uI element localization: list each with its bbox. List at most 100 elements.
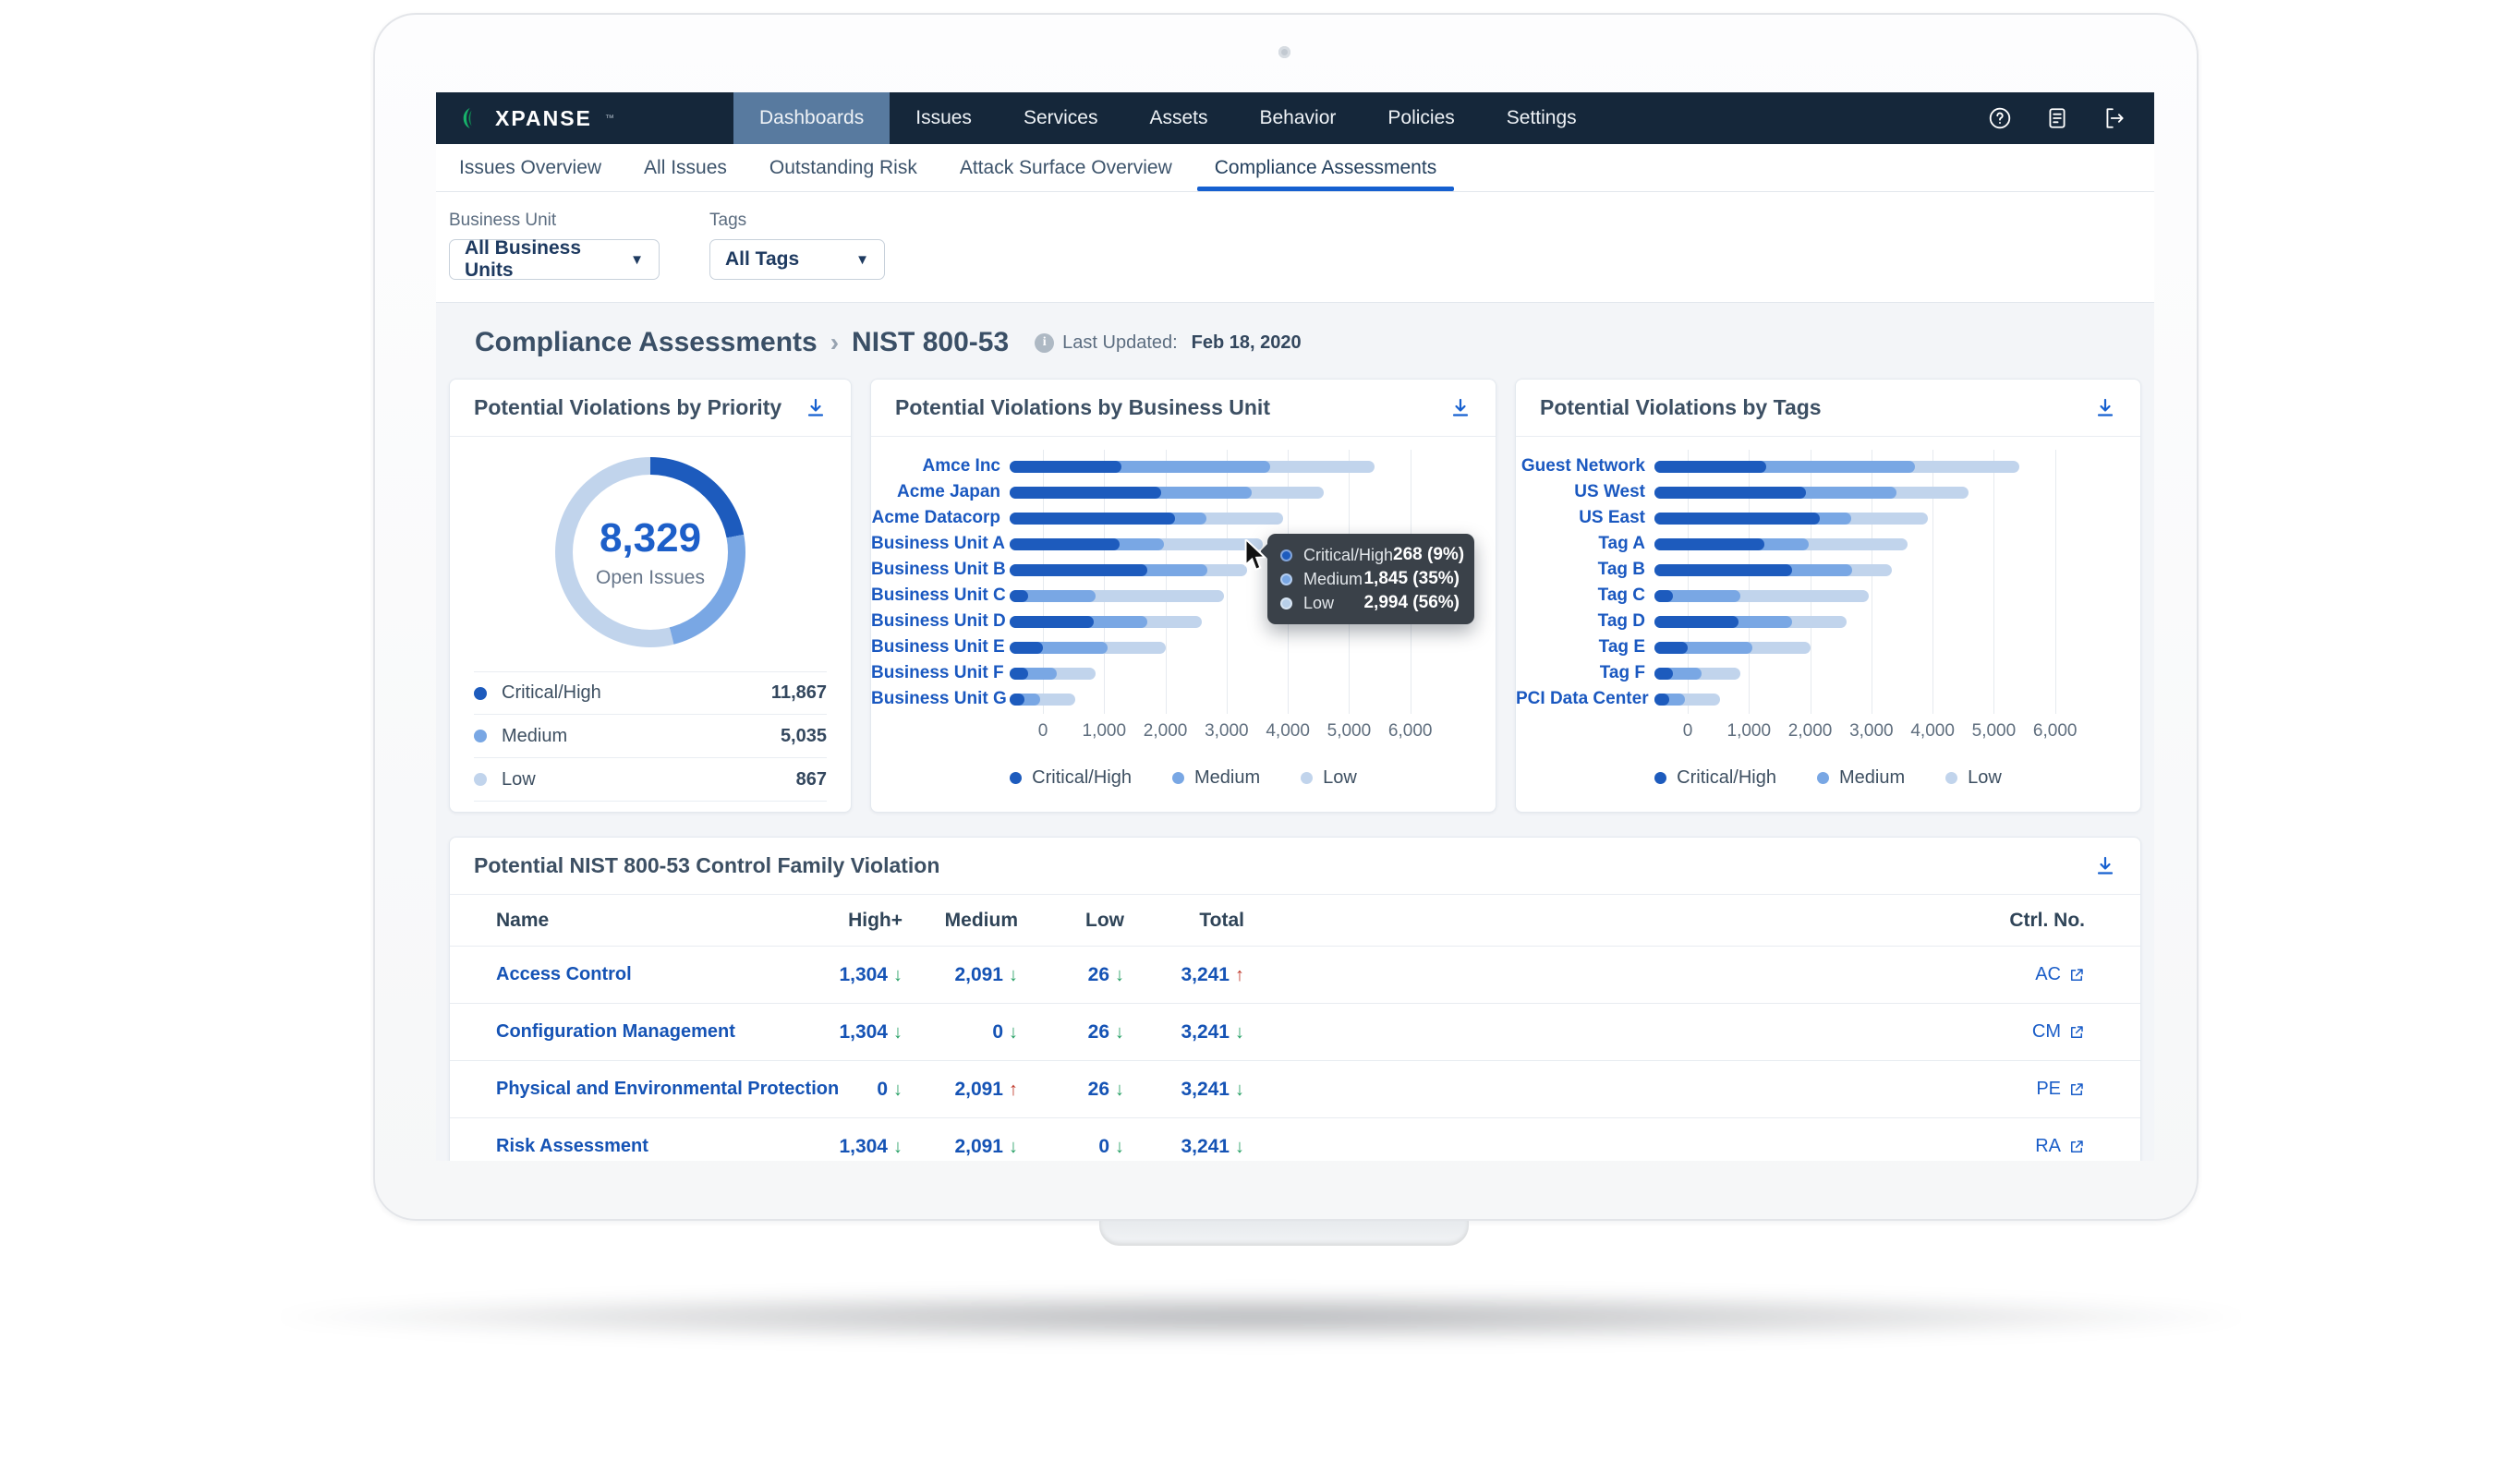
bar-track[interactable] — [1654, 486, 2116, 499]
bar-track[interactable] — [1654, 589, 2116, 602]
bar-track[interactable] — [1654, 512, 2116, 525]
medium-value: 0 ↓ — [903, 1021, 1018, 1044]
trend-down-icon: ↓ — [1115, 1021, 1124, 1043]
low-number: 26 — [1087, 1020, 1109, 1043]
chevron-down-icon: ▼ — [630, 251, 644, 268]
bar-track[interactable] — [1654, 460, 2116, 473]
x-axis-tick: 1,000 — [1082, 721, 1127, 741]
download-icon[interactable] — [2094, 855, 2116, 877]
release-notes-icon[interactable] — [2045, 106, 2069, 130]
download-icon[interactable] — [1449, 397, 1472, 419]
download-icon[interactable] — [2094, 397, 2116, 419]
bar-segment-critical[interactable] — [1010, 667, 1028, 680]
x-axis-tick: 0 — [1682, 721, 1693, 741]
bar-track[interactable] — [1010, 563, 1472, 576]
bar-track[interactable] — [1010, 589, 1472, 602]
bar-segment-critical[interactable] — [1010, 589, 1028, 602]
ctrl-no-link[interactable]: RA — [2035, 1136, 2085, 1157]
tab-outstanding-risk[interactable]: Outstanding Risk — [769, 156, 917, 178]
download-icon[interactable] — [805, 397, 827, 419]
bar-segment-critical[interactable] — [1654, 537, 1765, 550]
bar-segment-critical[interactable] — [1010, 512, 1175, 525]
bar-track[interactable] — [1654, 537, 2116, 550]
bar-track[interactable] — [1654, 641, 2116, 654]
bar-track[interactable] — [1654, 615, 2116, 628]
chart-legend-item: Medium — [1171, 767, 1260, 789]
control-family-link[interactable]: Risk Assessment — [496, 1136, 648, 1156]
business-unit-dropdown[interactable]: All Business Units ▼ — [449, 237, 660, 281]
tab-issues-overview[interactable]: Issues Overview — [459, 156, 602, 178]
bar-track[interactable] — [1010, 537, 1472, 550]
bar-segment-critical[interactable] — [1654, 486, 1807, 499]
bar-segment-critical[interactable] — [1010, 537, 1121, 550]
xpanse-logo[interactable]: XPANSE ™ — [436, 92, 733, 144]
nav-item-settings[interactable]: Settings — [1506, 107, 1577, 128]
tooltip-label: Medium — [1303, 569, 1363, 588]
external-link-icon — [2071, 1025, 2083, 1038]
table-body: Access Control 1,304 ↓ 2,091 ↓ 26 ↓ 3,241 ↑ AC Co… — [450, 947, 2140, 1161]
bar-segment-critical[interactable] — [1010, 460, 1122, 473]
nav-item-assets[interactable]: Assets — [1149, 107, 1208, 128]
tab-compliance-assessments[interactable]: Compliance Assessments — [1193, 144, 1458, 191]
bar-track[interactable] — [1010, 693, 1472, 706]
bar-category-label: Tag F — [1599, 663, 1645, 682]
bar-segment-critical[interactable] — [1010, 486, 1162, 499]
business-unit-value: All Business Units — [465, 237, 582, 281]
bar-segment-critical[interactable] — [1654, 693, 1670, 706]
help-icon[interactable] — [1988, 106, 2012, 130]
bar-row: Business Unit G — [871, 686, 1496, 712]
control-family-link[interactable]: Physical and Environmental Protection — [496, 1079, 840, 1099]
bar-segment-critical[interactable] — [1010, 615, 1095, 628]
nav-item-services[interactable]: Services — [1023, 107, 1098, 128]
bar-segment-critical[interactable] — [1654, 615, 1739, 628]
table-row: Access Control 1,304 ↓ 2,091 ↓ 26 ↓ 3,241 ↑ AC — [450, 947, 2140, 1004]
x-axis-tick: 5,000 — [1971, 721, 2017, 741]
bar-segment-critical[interactable] — [1010, 641, 1044, 654]
bar-track[interactable] — [1654, 667, 2116, 680]
gridline — [1932, 450, 1934, 714]
bar-segment-critical[interactable] — [1654, 641, 1689, 654]
ctrl-no-link[interactable]: PE — [2036, 1079, 2085, 1100]
bar-segment-critical[interactable] — [1010, 563, 1148, 576]
bar-segment-critical[interactable] — [1654, 460, 1767, 473]
bar-segment-medium[interactable] — [1654, 589, 1740, 602]
nav-item-policies[interactable]: Policies — [1387, 107, 1455, 128]
bar-category-label: Business Unit G — [871, 689, 1007, 708]
bar-track[interactable] — [1010, 460, 1472, 473]
bar-segment-critical[interactable] — [1654, 512, 1820, 525]
bar-track[interactable] — [1654, 693, 2116, 706]
bar-segment-critical[interactable] — [1654, 667, 1673, 680]
bar-segment-critical[interactable] — [1654, 563, 1793, 576]
priority-donut-chart[interactable]: 8,329 Open Issues — [555, 457, 745, 647]
bar-track[interactable] — [1010, 667, 1472, 680]
x-axis-tick: 2,000 — [1787, 721, 1833, 741]
logout-icon[interactable] — [2102, 106, 2126, 130]
bar-row: Tag C — [1516, 583, 2140, 609]
tab-attack-surface-overview[interactable]: Attack Surface Overview — [959, 156, 1172, 178]
bar-segment-medium[interactable] — [1010, 589, 1096, 602]
bar-track[interactable] — [1010, 512, 1472, 525]
ctrl-no-link[interactable]: CM — [2032, 1021, 2085, 1043]
bar-row: Tag A — [1516, 531, 2140, 557]
external-link-icon — [2071, 968, 2083, 981]
control-family-link[interactable]: Configuration Management — [496, 1021, 735, 1042]
nav-item-dashboards[interactable]: Dashboards — [733, 92, 890, 144]
bar-track[interactable] — [1010, 641, 1472, 654]
tags-chart: Guest Network US West US East Tag A Tag B Tag… — [1516, 437, 2140, 789]
open-issues-label: Open Issues — [596, 567, 705, 588]
trend-up-icon: ↑ — [1009, 1079, 1018, 1100]
bar-segment-critical[interactable] — [1654, 589, 1673, 602]
nav-item-issues[interactable]: Issues — [915, 107, 972, 128]
bar-track[interactable] — [1654, 563, 2116, 576]
tab-all-issues[interactable]: All Issues — [644, 156, 727, 178]
bar-track[interactable] — [1010, 486, 1472, 499]
bar-category-label: Business Unit F — [871, 663, 1004, 682]
gridline — [1104, 450, 1106, 714]
control-family-link[interactable]: Access Control — [496, 964, 632, 984]
bar-track[interactable] — [1010, 615, 1472, 628]
bar-segment-critical[interactable] — [1010, 693, 1025, 706]
nav-item-behavior[interactable]: Behavior — [1259, 107, 1337, 128]
tags-dropdown[interactable]: All Tags ▼ — [709, 239, 885, 280]
ctrl-no-link[interactable]: AC — [2035, 964, 2085, 985]
